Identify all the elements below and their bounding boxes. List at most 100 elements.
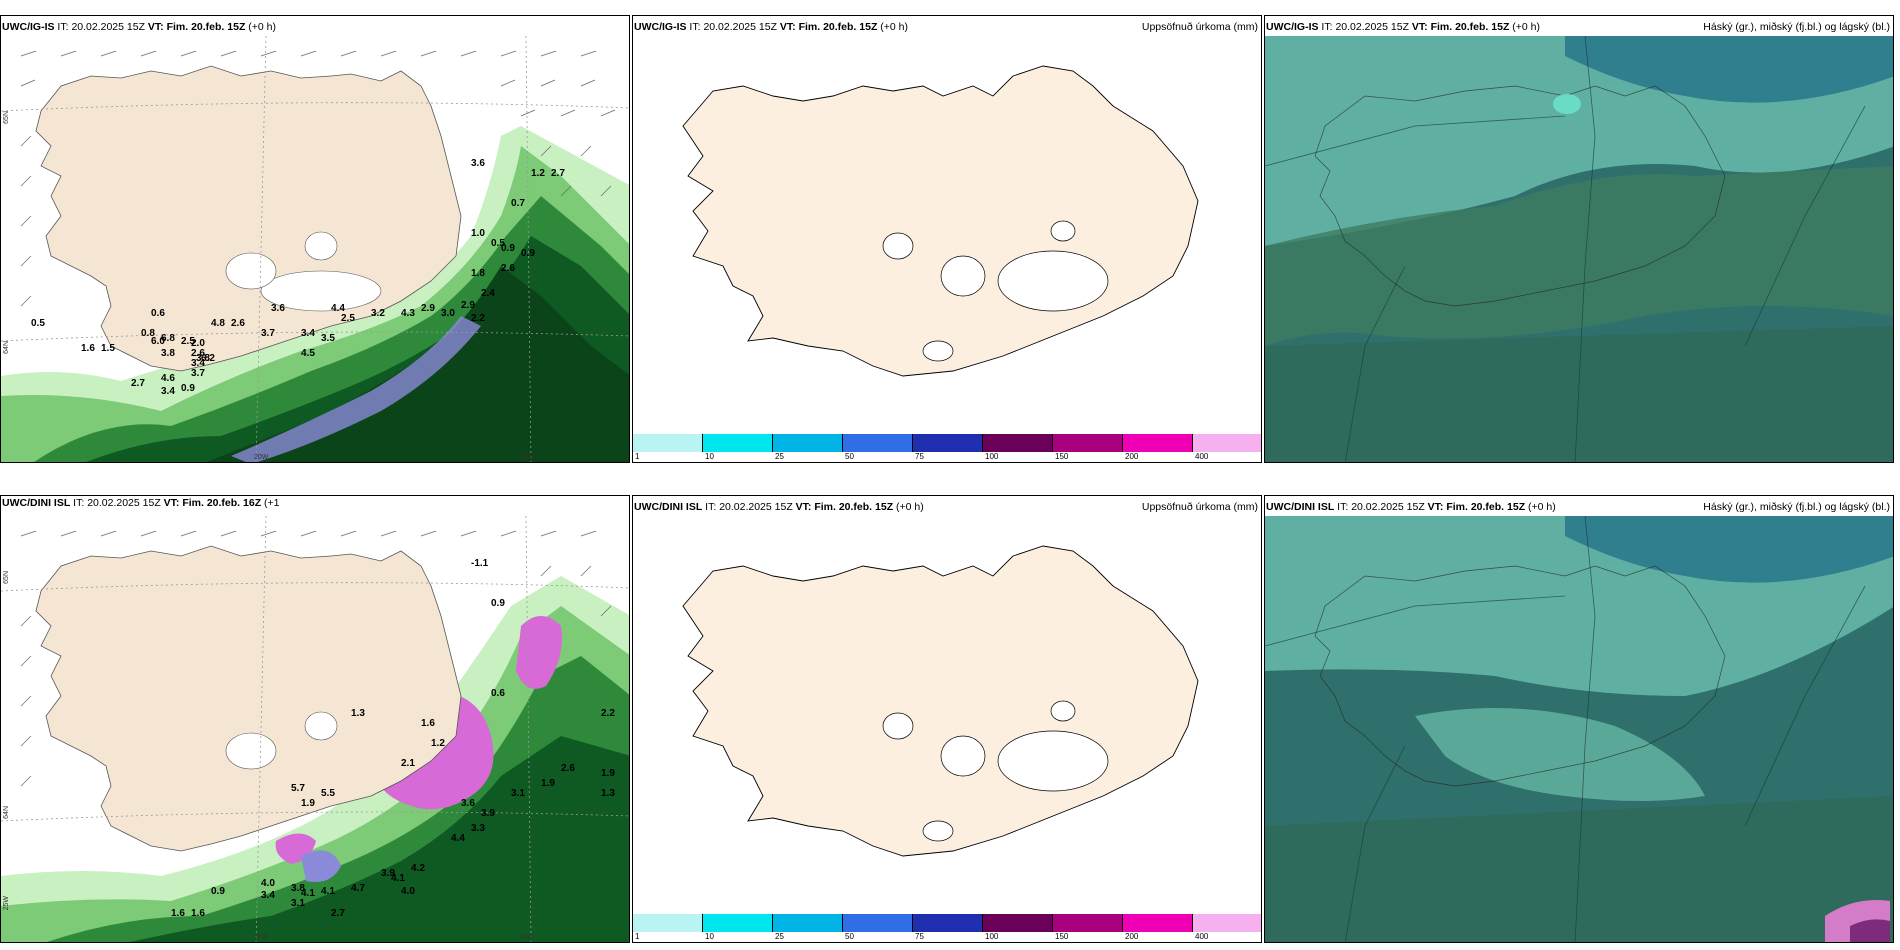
it-value: 20.02.2025 15Z bbox=[1351, 501, 1425, 513]
lead-time: (+0 h) bbox=[1512, 21, 1541, 33]
colorbar-labels: 1 10 25 50 75 100 150 200 400 bbox=[633, 452, 1261, 462]
wind-value: 3.2 bbox=[371, 308, 385, 319]
colorbar-label: 75 bbox=[915, 932, 924, 941]
precip-map bbox=[682, 65, 1199, 377]
it-value: 20.02.2025 15Z bbox=[719, 501, 793, 513]
wind-value: 4.1 bbox=[301, 888, 315, 899]
wind-value: 4.2 bbox=[411, 863, 425, 874]
it-label: IT: bbox=[705, 501, 717, 513]
panel-header: UWC/IG-IS IT: 20.02.2025 15Z VT: Fim. 20… bbox=[633, 20, 1261, 36]
wind-value: 4.1 bbox=[321, 886, 335, 897]
model-name: UWC/DINI ISL bbox=[634, 501, 703, 513]
lead-time: (+0 h) bbox=[1528, 501, 1556, 513]
lead-time: (+0 h) bbox=[896, 501, 924, 513]
cloud-map bbox=[1265, 35, 1893, 462]
wind-value: 1.9 bbox=[601, 768, 615, 779]
wind-value: 6.0 bbox=[151, 336, 165, 347]
colorbar-swatch bbox=[913, 434, 983, 452]
colorbar-label: 25 bbox=[775, 932, 784, 941]
colorbar-swatch bbox=[1053, 914, 1123, 932]
lat-label: 64N bbox=[3, 341, 10, 354]
wind-value: 3.3 bbox=[471, 823, 485, 834]
colorbar-label: 50 bbox=[845, 452, 854, 461]
panel-header: UWC/IG-IS IT: 20.02.2025 15Z VT: Fim. 20… bbox=[1265, 20, 1893, 36]
wind-value: 4.5 bbox=[301, 348, 315, 359]
lon-label: 20W bbox=[254, 454, 269, 461]
colorbar-swatch bbox=[703, 434, 773, 452]
colorbar-labels: 1 10 25 50 75 100 150 200 400 bbox=[633, 932, 1261, 942]
wind-value: 0.5 bbox=[31, 318, 45, 329]
wind-value: 4.3 bbox=[401, 308, 415, 319]
wind-value: 3.0 bbox=[441, 308, 455, 319]
lat-label: 65N bbox=[3, 111, 10, 124]
vt-label: VT: Fim. 20.feb. 15Z bbox=[1427, 501, 1526, 513]
lon-label: 15W bbox=[519, 934, 534, 941]
vt-label: VT: Fim. 20.feb. 15Z bbox=[1411, 21, 1510, 33]
it-value: 20.02.2025 15Z bbox=[71, 21, 145, 33]
cloud-map bbox=[1265, 515, 1893, 942]
vt-label: VT: Fim. 20.feb. 15Z bbox=[795, 501, 894, 513]
wind-value: 0.9 bbox=[491, 598, 505, 609]
panel-header: UWC/DINI ISL IT: 20.02.2025 15Z VT: Fim.… bbox=[633, 500, 1261, 516]
wind-value: 4.8 bbox=[211, 318, 225, 329]
wind-value: 4.1 bbox=[391, 873, 405, 884]
wind-value: 4.6 bbox=[161, 373, 175, 384]
colorbar-swatch bbox=[773, 914, 843, 932]
panel-header: UWC/IG-IS IT: 20.02.2025 15Z VT: Fim. 20… bbox=[1, 20, 629, 36]
vt-label: VT: Fim. 20.feb. 16Z bbox=[163, 497, 262, 509]
wind-value: 2.6 bbox=[191, 348, 205, 359]
colorbar-swatch bbox=[773, 434, 843, 452]
wind-value: 2.6 bbox=[501, 263, 515, 274]
colorbar-swatch bbox=[1123, 434, 1193, 452]
colorbar bbox=[633, 434, 1261, 452]
wind-value: 3.1 bbox=[291, 898, 305, 909]
wind-value: 3.9 bbox=[381, 868, 395, 879]
precip-map-panel-bottom: UWC/DINI ISL IT: 20.02.2025 15Z VT: Fim.… bbox=[632, 495, 1262, 943]
wind-value: 2.7 bbox=[131, 378, 145, 389]
colorbar-label: 200 bbox=[1125, 452, 1139, 461]
colorbar-swatch bbox=[1053, 434, 1123, 452]
wind-value: 4.7 bbox=[351, 883, 365, 894]
colorbar-swatch bbox=[1193, 914, 1261, 932]
wind-value: 1.8 bbox=[471, 268, 485, 279]
it-value: 20.02.2025 15Z bbox=[703, 21, 777, 33]
wind-value: 2.9 bbox=[421, 303, 435, 314]
colorbar-swatch bbox=[1123, 914, 1193, 932]
wind-value: 3.9 bbox=[481, 808, 495, 819]
wind-value: 0.5 bbox=[491, 238, 505, 249]
it-label: IT: bbox=[57, 21, 69, 33]
wind-value: 6.8 bbox=[161, 333, 175, 344]
wind-value: 4.0 bbox=[401, 886, 415, 897]
wind-value: 5.5 bbox=[321, 788, 335, 799]
colorbar-label: 200 bbox=[1125, 932, 1139, 941]
it-label: IT: bbox=[1337, 501, 1349, 513]
it-label: IT: bbox=[1321, 21, 1333, 33]
colorbar-swatch bbox=[913, 914, 983, 932]
wind-value: 1.3 bbox=[601, 788, 615, 799]
colorbar-swatch bbox=[843, 434, 913, 452]
wind-value: 2.2 bbox=[601, 708, 615, 719]
wind-value: 3.6 bbox=[271, 303, 285, 314]
wind-value: 3.5 bbox=[321, 333, 335, 344]
wind-value: 3.8 bbox=[196, 353, 210, 364]
wind-value: 0.9 bbox=[521, 248, 535, 259]
wind-value: 0.9 bbox=[211, 886, 225, 897]
wind-value: 1.9 bbox=[301, 798, 315, 809]
wind-map-panel-top: UWC/IG-IS IT: 20.02.2025 15Z VT: Fim. 20… bbox=[0, 15, 630, 463]
wind-value: 2.4 bbox=[481, 288, 495, 299]
lat-label: 64N bbox=[3, 806, 10, 819]
wind-value: 1.6 bbox=[81, 343, 95, 354]
wind-value: 2.5 bbox=[341, 313, 355, 324]
colorbar-label: 400 bbox=[1195, 452, 1209, 461]
wind-value: 2.7 bbox=[551, 168, 565, 179]
it-value: 20.02.2025 15Z bbox=[1335, 21, 1409, 33]
cloud-map-panel-top: UWC/IG-IS IT: 20.02.2025 15Z VT: Fim. 20… bbox=[1264, 15, 1894, 463]
colorbar-label: 150 bbox=[1055, 452, 1069, 461]
vt-label: VT: Fim. 20.feb. 15Z bbox=[147, 21, 246, 33]
model-name: UWC/IG-IS bbox=[634, 21, 687, 33]
wind-value: 2.1 bbox=[401, 758, 415, 769]
colorbar-label: 25 bbox=[775, 452, 784, 461]
it-label: IT: bbox=[73, 497, 85, 509]
wind-value: 2.6 bbox=[561, 763, 575, 774]
colorbar-swatch bbox=[983, 914, 1053, 932]
